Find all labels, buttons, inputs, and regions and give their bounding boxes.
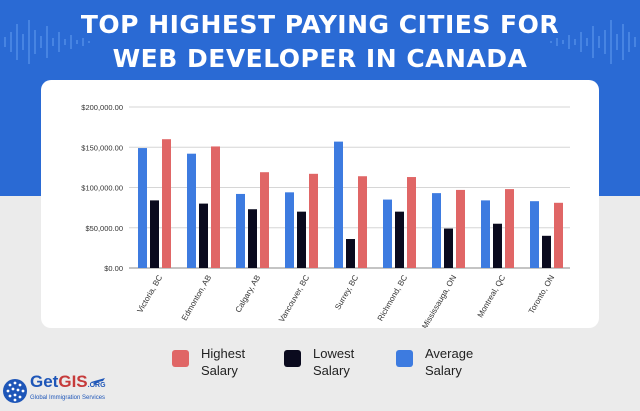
bar-highest-salary: [162, 139, 171, 268]
legend-swatch-average: [396, 350, 413, 367]
bar-highest-salary: [211, 146, 220, 268]
x-tick-label: Edmonton, AB: [180, 274, 213, 323]
title-line-2: WEB DEVELOPER IN CANADA: [112, 44, 528, 73]
bar-average-salary: [236, 193, 245, 268]
legend-label-highest: Highest Salary: [201, 346, 246, 378]
bar-average-salary: [481, 200, 490, 268]
bar-lowest-salary: [444, 228, 453, 268]
legend-swatch-highest: [172, 350, 189, 367]
y-tick-label: $100,000.00: [81, 184, 123, 193]
bar-highest-salary: [456, 189, 465, 268]
legend-label-average: Average Salary: [425, 346, 474, 378]
bar-lowest-salary: [199, 203, 208, 268]
bar-lowest-salary: [297, 211, 306, 268]
bar-highest-salary: [554, 202, 563, 268]
bar-average-salary: [187, 153, 196, 268]
x-tick-label: Surrey, BC: [333, 273, 360, 311]
x-tick-label: Richmond, BC: [376, 273, 410, 322]
legend-swatch-lowest: [284, 350, 301, 367]
bar-average-salary: [285, 192, 294, 268]
salary-bar-chart: $0.00 $50,000.00 $100,000.00 $150,000.00 $20…: [81, 103, 570, 328]
legend-item-highest: Highest Salary: [172, 345, 267, 385]
logo-tld: .ORG: [87, 382, 106, 389]
x-tick-label: Vancouver, BC: [277, 273, 311, 323]
y-tick-label: $200,000.00: [81, 103, 123, 112]
bar-lowest-salary: [150, 200, 159, 268]
logo-word-get: Get: [30, 372, 59, 391]
title-line-1: TOP HIGHEST PAYING CITIES FOR: [80, 10, 560, 39]
x-tick-label: Toronto, ON: [527, 273, 556, 315]
bar-highest-salary: [260, 172, 269, 268]
bar-lowest-salary: [493, 223, 502, 268]
y-tick-label: $150,000.00: [81, 143, 123, 152]
legend-item-lowest: Lowest Salary: [284, 345, 379, 385]
bar-average-salary: [432, 193, 441, 268]
page-title: TOP HIGHEST PAYING CITIES FOR WEB DEVELO…: [0, 8, 640, 76]
legend-item-average: Average Salary: [396, 345, 491, 385]
logo-word-gis: GIS: [58, 372, 88, 391]
airplane-icon: [91, 378, 105, 385]
soundwave-right-decoration: [550, 20, 636, 64]
x-tick-label: Calgary, AB: [234, 274, 263, 315]
globe-icon: [3, 379, 27, 403]
bar-lowest-salary: [248, 209, 257, 268]
bar-lowest-salary: [542, 235, 551, 268]
bar-average-salary: [530, 201, 539, 268]
x-tick-label: Victoria, BC: [135, 273, 164, 314]
y-tick-label: $50,000.00: [85, 224, 123, 233]
legend-label-lowest: Lowest Salary: [313, 346, 355, 378]
bar-lowest-salary: [346, 239, 355, 268]
bar-average-salary: [138, 148, 147, 268]
getgis-logo: GetGIS.ORG Global Immigration Services: [2, 372, 112, 410]
y-tick-label: $0.00: [104, 264, 123, 273]
bar-highest-salary: [505, 189, 514, 268]
x-tick-label: Montreal, QC: [476, 273, 508, 319]
bar-highest-salary: [407, 177, 416, 268]
bar-highest-salary: [358, 176, 367, 268]
soundwave-left-decoration: [4, 20, 90, 64]
logo-tagline: Global Immigration Services: [30, 395, 106, 401]
bar-average-salary: [383, 199, 392, 268]
logo-wordmark: GetGIS.ORG: [30, 372, 106, 392]
bar-average-salary: [334, 141, 343, 268]
bar-lowest-salary: [395, 211, 404, 268]
bar-highest-salary: [309, 173, 318, 268]
x-tick-label: Mississauga, ON: [420, 273, 458, 328]
